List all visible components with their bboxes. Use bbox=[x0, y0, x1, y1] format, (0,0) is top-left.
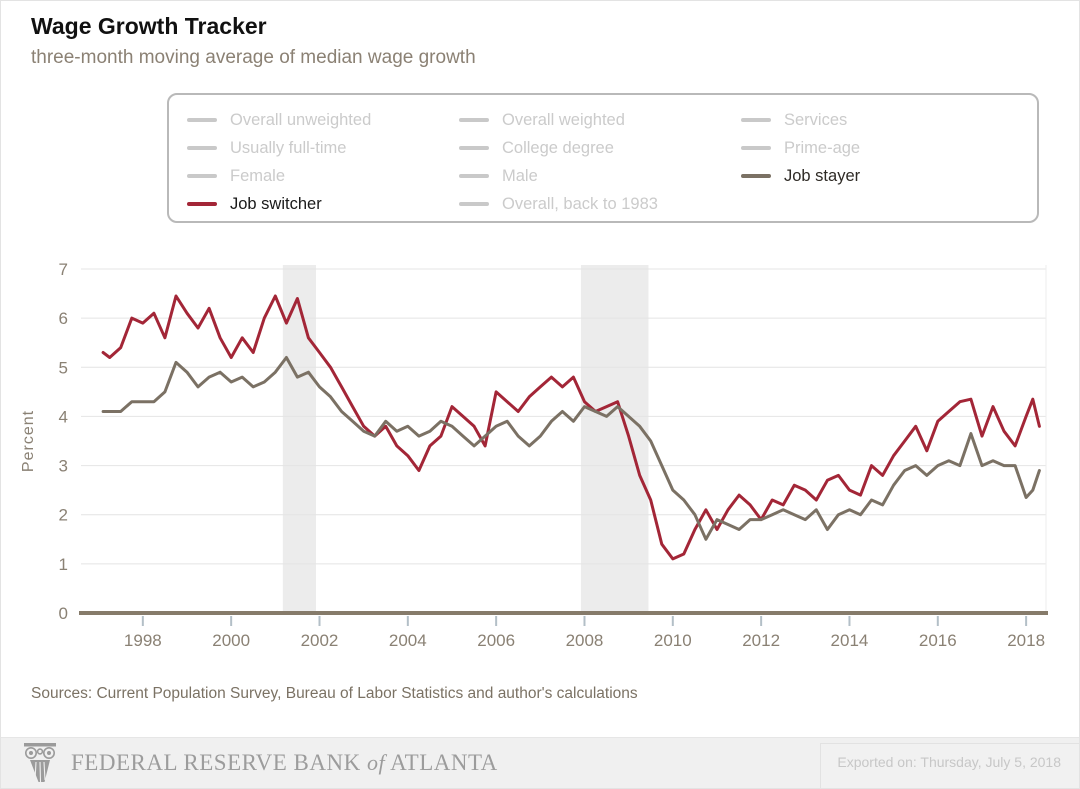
atlanta-fed-logo-icon bbox=[24, 743, 56, 783]
legend-line-swatch bbox=[741, 118, 771, 122]
x-axis-tick-label: 2000 bbox=[212, 631, 250, 650]
y-axis-tick-label: 4 bbox=[59, 407, 68, 426]
legend-column-2: Overall weighted College degree Male Overal… bbox=[459, 106, 741, 218]
page-title: Wage Growth Tracker bbox=[31, 13, 267, 39]
legend-line-swatch bbox=[741, 146, 771, 150]
legend-item-job-switcher[interactable]: Job switcher bbox=[187, 190, 459, 218]
job-stayer-line bbox=[101, 356, 1041, 541]
legend-column-3: Services Prime-age Job stayer bbox=[741, 106, 1037, 218]
x-axis-tick-label: 2012 bbox=[742, 631, 780, 650]
legend-item-prime-age[interactable]: Prime-age bbox=[741, 134, 1037, 162]
x-axis-tick-label: 2016 bbox=[919, 631, 957, 650]
page-subtitle: three-month moving average of median wag… bbox=[31, 47, 476, 68]
y-axis-tick-label: 0 bbox=[59, 604, 68, 623]
y-axis-tick-label: 7 bbox=[59, 260, 68, 279]
legend-item-usually-full-time[interactable]: Usually full-time bbox=[187, 134, 459, 162]
bank-name-part1: FEDERAL RESERVE BANK bbox=[71, 750, 361, 775]
x-axis-tick-label: 2014 bbox=[831, 631, 869, 650]
legend-item-label: Male bbox=[502, 166, 538, 185]
series-legend: Overall unweighted Usually full-time Femal… bbox=[167, 93, 1039, 223]
legend-item-label: Prime-age bbox=[784, 138, 861, 157]
legend-line-swatch bbox=[459, 174, 489, 178]
legend-line-swatch bbox=[187, 146, 217, 150]
legend-item-overall-weighted[interactable]: Overall weighted bbox=[459, 106, 741, 134]
legend-item-services[interactable]: Services bbox=[741, 106, 1037, 134]
bank-name-of: of bbox=[366, 750, 386, 775]
x-axis-tick-label: 2004 bbox=[389, 631, 427, 650]
legend-line-swatch bbox=[459, 118, 489, 122]
legend-item-male[interactable]: Male bbox=[459, 162, 741, 190]
wage-growth-chart: 0 1 2 3 4 5 6 7 1998 2000 2002 2004 2006 2008 2010 2012… bbox=[20, 260, 1048, 650]
legend-line-swatch bbox=[459, 146, 489, 150]
recession-band bbox=[580, 265, 649, 613]
legend-line-swatch bbox=[187, 174, 217, 178]
y-axis-tick-label: 3 bbox=[59, 457, 68, 476]
y-axis-tick-label: 1 bbox=[59, 555, 68, 574]
bank-name: FEDERAL RESERVE BANK of ATLANTA bbox=[71, 750, 498, 776]
legend-item-label: College degree bbox=[502, 138, 614, 157]
legend-item-label: Job stayer bbox=[784, 166, 861, 185]
legend-item-label: Overall, back to 1983 bbox=[502, 194, 658, 213]
y-axis-title: Percent bbox=[20, 410, 37, 472]
legend-item-label: Female bbox=[230, 166, 286, 185]
footer-bar: FEDERAL RESERVE BANK of ATLANTA Exported… bbox=[1, 737, 1079, 788]
y-axis-tick-label: 2 bbox=[59, 506, 68, 525]
bank-name-part2: ATLANTA bbox=[390, 750, 498, 775]
legend-item-label: Job switcher bbox=[230, 194, 322, 213]
sources-note: Sources: Current Population Survey, Bure… bbox=[31, 685, 638, 702]
legend-column-1: Overall unweighted Usually full-time Femal… bbox=[187, 106, 459, 218]
job-switcher-line bbox=[101, 294, 1041, 561]
legend-line-swatch bbox=[741, 174, 771, 178]
x-axis-tick-label: 2010 bbox=[654, 631, 692, 650]
legend-line-swatch bbox=[459, 202, 489, 206]
recession-band bbox=[282, 265, 316, 613]
legend-item-overall-unweighted[interactable]: Overall unweighted bbox=[187, 106, 459, 134]
y-axis-tick-label: 5 bbox=[59, 358, 68, 377]
legend-item-college-degree[interactable]: College degree bbox=[459, 134, 741, 162]
x-axis-tick-label: 1998 bbox=[124, 631, 162, 650]
legend-item-job-stayer[interactable]: Job stayer bbox=[741, 162, 1037, 190]
legend-line-swatch bbox=[187, 202, 217, 206]
y-axis-tick-label: 6 bbox=[59, 309, 68, 328]
legend-item-label: Services bbox=[784, 110, 848, 129]
legend-item-female[interactable]: Female bbox=[187, 162, 459, 190]
legend-line-swatch bbox=[187, 118, 217, 122]
x-axis-tick-label: 2018 bbox=[1007, 631, 1045, 650]
x-axis-tick-label: 2006 bbox=[477, 631, 515, 650]
legend-item-label: Overall unweighted bbox=[230, 110, 372, 129]
x-axis-tick-label: 2008 bbox=[566, 631, 604, 650]
x-axis-tick-label: 2002 bbox=[301, 631, 339, 650]
legend-item-overall-back-to-1983[interactable]: Overall, back to 1983 bbox=[459, 190, 741, 218]
export-timestamp: Exported on: Thursday, July 5, 2018 bbox=[820, 743, 1079, 788]
legend-item-label: Usually full-time bbox=[230, 138, 347, 157]
legend-item-label: Overall weighted bbox=[502, 110, 625, 129]
